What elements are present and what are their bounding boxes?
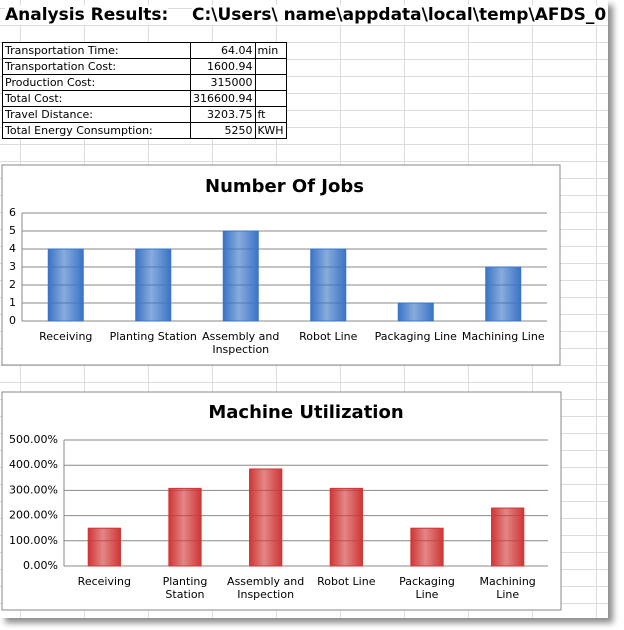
y-tick-label: 300.00% <box>9 483 58 496</box>
table-cell: Transportation Time: <box>2 42 191 59</box>
bar <box>485 266 522 322</box>
x-tick-label: Planting Station <box>162 575 208 601</box>
x-label-box: Assembly and Inspection <box>202 330 280 356</box>
x-label-box: Packaging Line <box>399 575 455 601</box>
table-row: Total Energy Consumption: 5250 KWH <box>2 122 287 139</box>
table-row: Production Cost: 315000 <box>2 74 287 91</box>
x-tick-label: Robot Line <box>299 330 358 343</box>
x-label-box: Receiving <box>77 575 131 588</box>
x-tick-label: Assembly and Inspection <box>202 330 280 356</box>
x-tick-label: Machining Line <box>461 330 545 343</box>
y-tick-label: 400.00% <box>9 458 58 471</box>
bar <box>47 248 84 322</box>
x-tick-label: Robot Line <box>317 575 376 588</box>
x-label-box: Planting Station <box>162 575 208 601</box>
bar <box>329 487 363 567</box>
x-tick-label: Receiving <box>39 330 93 343</box>
x-tick-label: Receiving <box>77 575 131 588</box>
bar <box>310 248 347 322</box>
chart-title: Machine Utilization <box>208 402 403 423</box>
results-table: Transportation Time: 64.04 min Transportati… <box>2 42 287 139</box>
bar <box>249 468 283 567</box>
heading: Analysis Results: <box>5 5 169 25</box>
x-label-box: Machining Line <box>479 575 536 601</box>
table-row: Travel Distance: 3203.75 ft <box>2 106 287 123</box>
file-path: C:\Users\ name\appdata\local\temp\AFDS_0… <box>192 5 608 25</box>
x-label-box: Packaging Line <box>374 330 457 343</box>
y-tick-label: 4 <box>9 242 16 255</box>
x-label-box: Robot Line <box>317 575 376 588</box>
x-label-box: Robot Line <box>299 330 358 343</box>
bar <box>87 527 121 567</box>
y-tick-label: 6 <box>9 206 16 219</box>
y-tick-label: 5 <box>9 224 16 237</box>
y-tick-label: 0 <box>9 314 16 327</box>
x-tick-label: Machining Line <box>479 575 536 601</box>
x-label-box: Planting Station <box>109 330 197 343</box>
charts: Number Of Jobs 0 1 2 3 4 5 6 Receiving Planting S… <box>1 164 562 611</box>
table-cell: Travel Distance: <box>2 106 191 123</box>
x-tick-label: Assembly and Inspection <box>227 575 305 601</box>
x-label-box: Assembly and Inspection <box>227 575 305 601</box>
y-tick-label: 0.00% <box>23 559 58 572</box>
y-tick-label: 500.00% <box>9 433 58 446</box>
table-row: Total Cost: 316600.94 <box>2 90 287 107</box>
x-tick-label: Planting Station <box>109 330 197 343</box>
spreadsheet: Analysis Results: C:\Users\ name\appdata… <box>0 0 608 618</box>
x-label-box: Machining Line <box>461 330 545 343</box>
bar <box>397 302 434 322</box>
bar <box>168 487 202 567</box>
table-cell: 315000 <box>190 74 256 91</box>
table-cell: min <box>254 42 287 59</box>
table-row: Transportation Time: 64.04 min <box>2 42 287 59</box>
chart-title: Number Of Jobs <box>205 176 364 197</box>
table-cell: 5250 <box>190 122 256 139</box>
y-tick-label: 200.00% <box>9 509 58 522</box>
bar <box>135 248 172 322</box>
chart-box <box>1 164 561 366</box>
table-cell: Production Cost: <box>2 74 191 91</box>
x-label-box: Receiving <box>39 330 93 343</box>
table-cell: 64.04 <box>190 42 256 59</box>
y-tick-label: 2 <box>9 278 16 291</box>
table-cell: Total Energy Consumption: <box>2 122 191 139</box>
table-cell: KWH <box>254 122 287 139</box>
bar <box>491 507 525 567</box>
bar <box>222 230 259 322</box>
x-tick-label: Packaging Line <box>374 330 457 343</box>
y-tick-label: 3 <box>9 260 16 273</box>
x-tick-label: Packaging Line <box>399 575 455 601</box>
y-tick-label: 100.00% <box>9 534 58 547</box>
bar <box>410 527 444 567</box>
y-tick-label: 1 <box>9 296 16 309</box>
